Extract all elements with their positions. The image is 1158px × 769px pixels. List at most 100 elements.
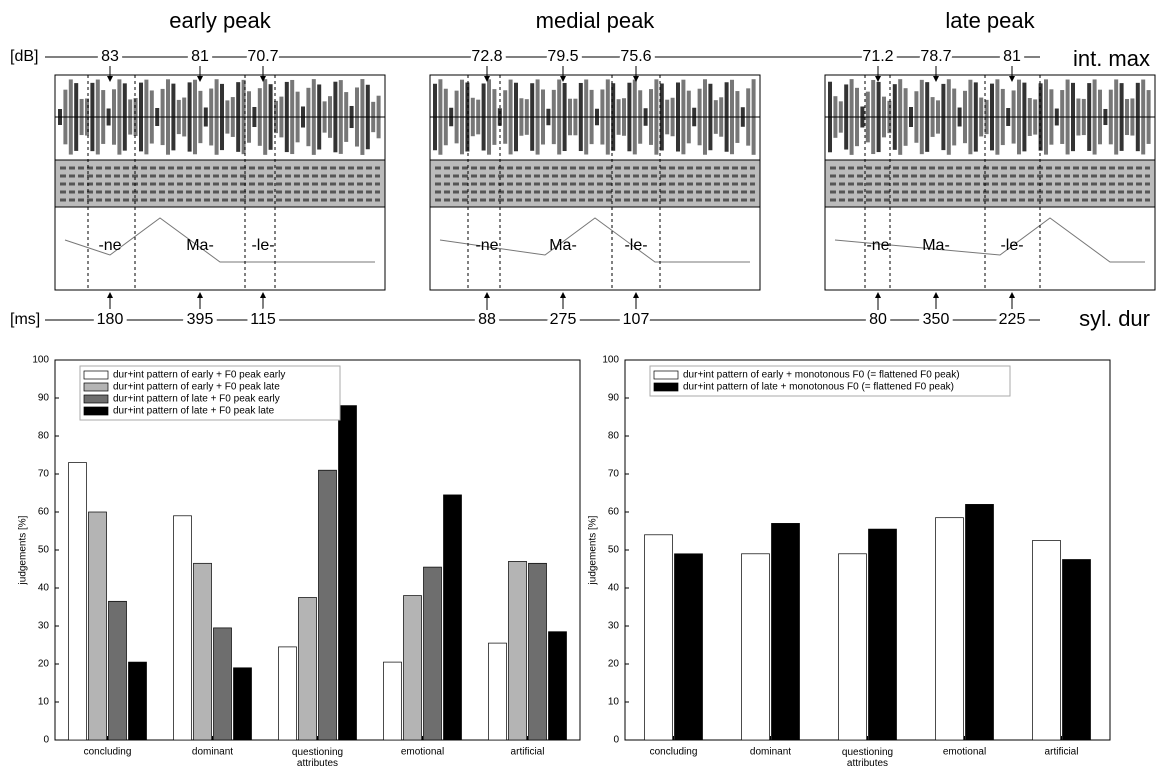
syl-dur-value: 350 xyxy=(923,311,950,328)
y-tick-label: 20 xyxy=(608,659,620,670)
x-tick-label: concluding xyxy=(650,747,698,758)
y-tick-label: 50 xyxy=(38,545,50,556)
int-max-value: 75.6 xyxy=(620,48,651,65)
panel-title: late peak xyxy=(945,8,1035,33)
y-tick-label: 40 xyxy=(38,583,50,594)
f0-box xyxy=(429,206,761,291)
syl-dur-value: 180 xyxy=(97,311,124,328)
x-tick-label: emotional xyxy=(943,747,986,758)
legend-label: dur+int pattern of late + F0 peak late xyxy=(113,406,275,417)
y-axis-label: judgements [%] xyxy=(588,515,599,585)
x-tick-label: dominant xyxy=(750,747,791,758)
bar xyxy=(674,553,703,741)
arrow-head xyxy=(107,76,113,82)
legend-label: dur+int pattern of early + monotonous F0… xyxy=(683,370,960,381)
bar xyxy=(213,627,232,741)
bar xyxy=(443,494,462,741)
x-tick-label: concluding xyxy=(84,747,132,758)
f0-box xyxy=(824,206,1156,291)
syl-dur-value: 115 xyxy=(250,311,276,328)
legend-swatch xyxy=(83,382,109,392)
legend-label: dur+int pattern of early + F0 peak early xyxy=(113,370,285,381)
int-unit: [dB] xyxy=(10,48,38,65)
y-tick-label: 100 xyxy=(32,355,49,366)
bar xyxy=(528,562,547,741)
syllable: -ne xyxy=(475,237,498,254)
syl-dur-value: 225 xyxy=(999,311,1026,328)
bar xyxy=(173,515,192,741)
syllable: Ma- xyxy=(549,237,577,254)
y-tick-label: 60 xyxy=(38,507,50,518)
bar xyxy=(548,631,567,741)
bar xyxy=(338,405,357,741)
int-label: int. max xyxy=(1073,46,1150,71)
legend-swatch xyxy=(653,370,679,380)
syl-dur-value: 275 xyxy=(550,311,577,328)
y-tick-label: 10 xyxy=(608,697,620,708)
y-tick-label: 0 xyxy=(43,735,49,746)
bar xyxy=(318,469,337,741)
bar xyxy=(278,646,297,741)
plot-area xyxy=(624,359,1111,741)
bar xyxy=(68,462,87,741)
y-tick-label: 20 xyxy=(38,659,50,670)
f0-contour xyxy=(834,217,1145,263)
bar xyxy=(383,661,402,741)
bar xyxy=(741,553,770,741)
syllable: -le- xyxy=(251,237,274,254)
f0-contour xyxy=(439,217,750,263)
y-tick-label: 40 xyxy=(608,583,620,594)
bar xyxy=(233,667,252,741)
y-tick-label: 70 xyxy=(38,469,50,480)
y-tick-label: 90 xyxy=(38,393,50,404)
int-max-value: 81 xyxy=(191,48,209,65)
arrow-head xyxy=(933,292,939,298)
syllable: -le- xyxy=(1000,237,1023,254)
bar xyxy=(403,595,422,741)
bar xyxy=(108,600,127,741)
bar xyxy=(1032,540,1061,741)
syllable: Ma- xyxy=(186,237,214,254)
x-tick-label: dominant xyxy=(192,747,233,758)
legend-label: dur+int pattern of late + F0 peak early xyxy=(113,394,280,405)
legend-box xyxy=(79,365,341,421)
panel-title: medial peak xyxy=(536,8,656,33)
bar xyxy=(935,517,964,741)
arrow-head xyxy=(197,76,203,82)
x-tick-label: artificial xyxy=(511,747,545,758)
x-tick-label: emotional xyxy=(401,747,444,758)
syllable: -le- xyxy=(624,237,647,254)
arrow-head xyxy=(1009,76,1015,82)
legend-swatch xyxy=(83,394,109,404)
arrow-head xyxy=(107,292,113,298)
y-tick-label: 80 xyxy=(608,431,620,442)
syl-dur-value: 395 xyxy=(187,311,214,328)
panel-title: early peak xyxy=(169,8,272,33)
arrow-head xyxy=(484,292,490,298)
arrow-head xyxy=(875,76,881,82)
y-tick-label: 90 xyxy=(608,393,620,404)
bar xyxy=(128,661,147,741)
bar xyxy=(838,553,867,741)
int-max-value: 81 xyxy=(1003,48,1021,65)
int-max-value: 70.7 xyxy=(247,48,278,65)
syl-dur-value: 107 xyxy=(623,311,650,328)
bar xyxy=(508,561,527,741)
legend-box xyxy=(649,365,1011,397)
f0-contour xyxy=(64,217,375,263)
bar xyxy=(771,523,800,741)
dur-unit: [ms] xyxy=(10,311,40,328)
legend-label: dur+int pattern of early + F0 peak late xyxy=(113,382,280,393)
arrow-head xyxy=(1009,292,1015,298)
int-max-value: 72.8 xyxy=(471,48,502,65)
y-axis-label: judgements [%] xyxy=(18,515,29,585)
arrow-head xyxy=(933,76,939,82)
y-tick-label: 0 xyxy=(613,735,619,746)
syllable: -ne xyxy=(866,237,889,254)
bar xyxy=(1062,559,1091,741)
bar xyxy=(488,642,507,741)
bar xyxy=(965,504,994,741)
y-tick-label: 30 xyxy=(608,621,620,632)
bar xyxy=(868,528,897,741)
x-tick-label: questioning attributes xyxy=(292,747,343,769)
